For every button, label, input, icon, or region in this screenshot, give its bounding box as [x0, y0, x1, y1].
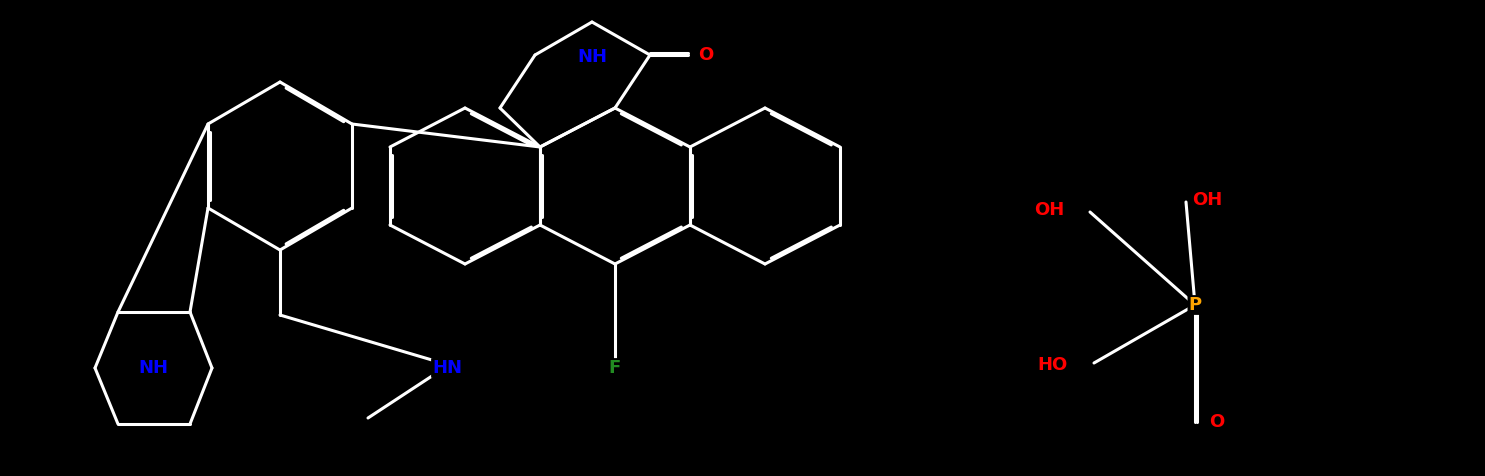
- Text: NH: NH: [578, 48, 607, 66]
- Text: O: O: [698, 46, 714, 64]
- Text: P: P: [1188, 296, 1201, 314]
- Text: F: F: [609, 359, 621, 377]
- Text: HN: HN: [432, 359, 462, 377]
- Text: OH: OH: [1192, 191, 1222, 209]
- Text: OH: OH: [1034, 201, 1063, 219]
- Text: HO: HO: [1038, 356, 1068, 374]
- Text: NH: NH: [138, 359, 168, 377]
- Text: O: O: [1209, 413, 1224, 431]
